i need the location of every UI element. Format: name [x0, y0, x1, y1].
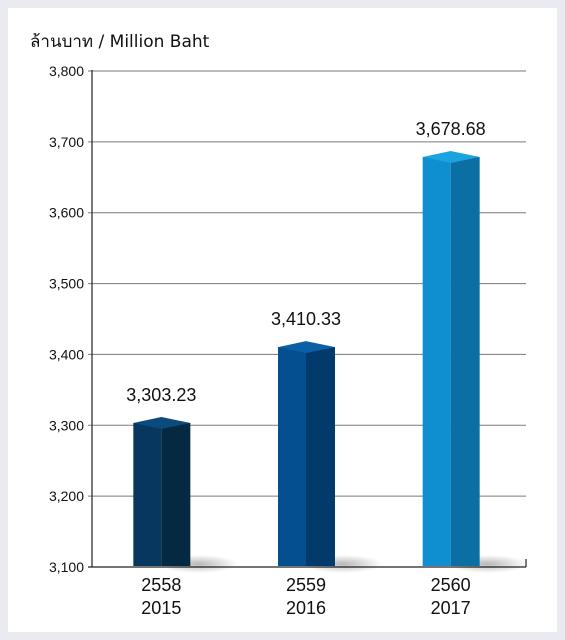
x-tick-label-thai-year: 2558: [141, 575, 181, 595]
x-tick-label-year: 2015: [141, 598, 181, 618]
x-tick-label-year: 2017: [431, 598, 471, 618]
x-tick-label-year: 2016: [286, 598, 326, 618]
bar-front: [278, 347, 306, 566]
chart-panel: ล้านบาท / Million Baht 3,100 3,200 3,300 3,…: [8, 8, 557, 632]
y-tick-label: 3,800: [49, 63, 84, 79]
bar-value-label: 3,678.68: [416, 119, 486, 139]
bar-front: [133, 422, 162, 566]
y-tick-label: 3,100: [49, 559, 84, 575]
bar-top: [422, 150, 480, 163]
bar-side: [306, 347, 335, 566]
bar-value-label: 3,410.33: [271, 309, 341, 329]
y-tick-label: 3,400: [49, 346, 84, 362]
x-tick-label-thai-year: 2559: [286, 575, 326, 595]
y-tick-label: 3,700: [49, 134, 84, 150]
bar-top: [133, 416, 191, 429]
unit-label: ล้านบาท / Million Baht: [30, 32, 210, 52]
y-tick-label: 3,300: [49, 417, 84, 433]
bar-top: [278, 341, 335, 354]
bar-value-label: 3,303.23: [126, 385, 196, 405]
y-tick-label: 3,500: [49, 276, 84, 292]
bar-front: [422, 156, 451, 567]
bar-chart: 3,100 3,200 3,300 3,400 3,500 3,600 3,700 3,800…: [49, 63, 528, 618]
bar-side: [450, 156, 480, 567]
y-tick-label: 3,200: [49, 488, 84, 504]
bar-side: [161, 422, 191, 566]
x-tick-label-thai-year: 2560: [431, 575, 471, 595]
y-tick-label: 3,600: [49, 205, 84, 221]
